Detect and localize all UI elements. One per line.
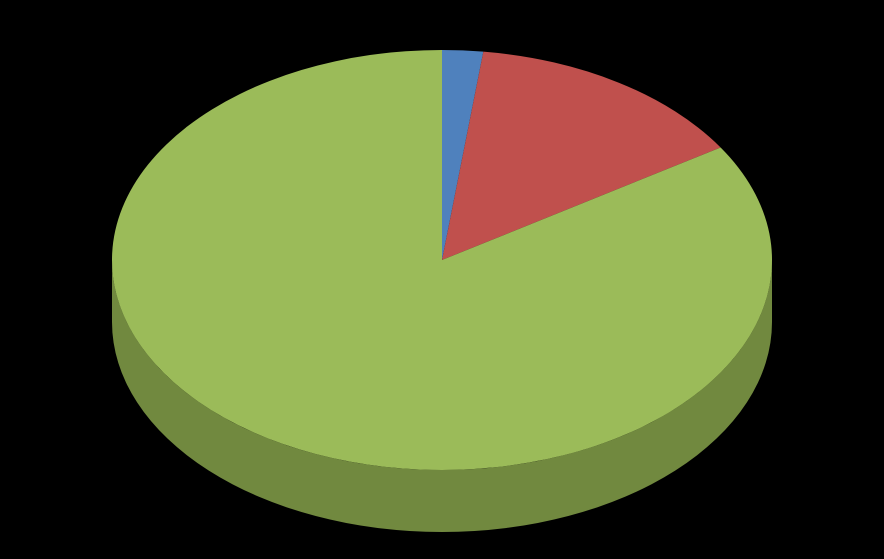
pie-chart-3d: [0, 0, 884, 559]
pie-chart-svg: [0, 0, 884, 559]
